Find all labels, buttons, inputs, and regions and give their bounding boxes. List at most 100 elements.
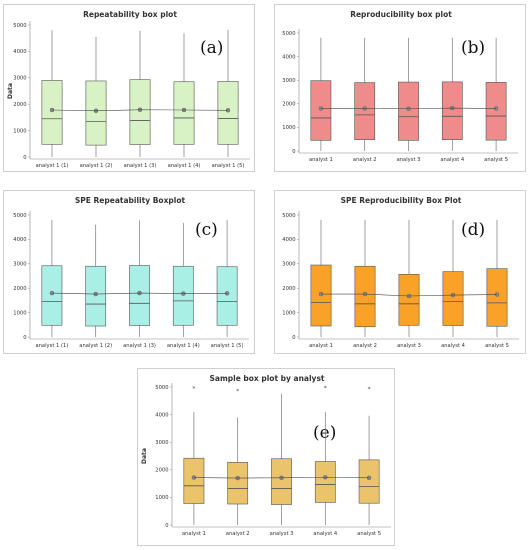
x-tick-label: analyst 2	[353, 157, 377, 163]
box	[314, 461, 336, 503]
chart-title: SPE Reproducibility Box Plot	[341, 196, 462, 205]
box	[398, 81, 419, 141]
panel-label: (b)	[461, 38, 485, 58]
y-tick-label: 4000	[13, 49, 26, 55]
box	[41, 80, 63, 145]
chart-title: SPE Repeatability Boxplot	[75, 196, 186, 205]
box	[354, 265, 376, 328]
y-tick-label: 0	[23, 335, 26, 341]
y-tick-label: 0	[292, 335, 295, 341]
x-tick-label: analyst 1	[182, 531, 206, 537]
box	[485, 82, 507, 141]
y-tick-label: 0	[292, 149, 295, 155]
y-tick-label: 1000	[13, 310, 26, 316]
x-tick-label: analyst 1	[309, 343, 333, 349]
chart-panel-e: Sample box plot by analyst (e) 0 1000 2000 30…	[137, 368, 395, 546]
y-tick-label: 1000	[282, 125, 295, 131]
box	[173, 81, 195, 145]
x-tick-label: analyst 1 (2)	[79, 343, 112, 349]
outlier-marker: *	[368, 386, 371, 393]
chart-title: Sample box plot by analyst	[209, 374, 324, 383]
y-tick-label: 4000	[155, 412, 168, 418]
panel-label: (a)	[200, 38, 223, 58]
box	[129, 79, 151, 145]
x-tick-label: analyst 1 (5)	[212, 163, 245, 169]
y-tick-label: 0	[165, 523, 168, 529]
box	[486, 268, 508, 327]
chart-title: Reproducibility box plot	[350, 10, 452, 19]
y-tick-label: 2000	[155, 468, 168, 474]
chart-panel-d: SPE Reproducibility Box Plot (d) 0 1000 2000…	[274, 190, 526, 354]
y-tick-label: 3000	[155, 440, 168, 446]
mean-connect-line	[51, 292, 228, 295]
x-tick-label: analyst 3	[397, 343, 421, 349]
outlier-marker: *	[236, 388, 239, 395]
x-tick-label: analyst 1 (2)	[80, 163, 113, 169]
box-plot-e: Sample box plot by analyst (e) 0 1000 2000 30…	[141, 374, 391, 537]
chart-panel-a: Repeatability box plot (a) 0 1000 2000 3000 40…	[3, 4, 255, 172]
y-tick-label: 3000	[13, 76, 26, 82]
chart-panel-c: SPE Repeatability Boxplot (c) 0 1000 2000 300…	[3, 190, 255, 354]
x-tick-label: analyst 1 (3)	[124, 163, 157, 169]
x-tick-label: analyst 1	[309, 157, 333, 163]
chart-title: Repeatability box plot	[83, 10, 177, 19]
x-tick-label: analyst 4	[441, 343, 466, 349]
panel-label: (e)	[313, 423, 336, 443]
box	[217, 81, 239, 145]
y-tick-label: 4000	[13, 237, 26, 243]
y-tick-label: 5000	[13, 213, 26, 219]
y-tick-label: 5000	[282, 31, 295, 37]
x-tick-label: analyst 2	[353, 343, 377, 349]
y-tick-label: 3000	[282, 78, 295, 84]
y-tick-label: 5000	[155, 385, 168, 391]
y-tick-label: 2000	[282, 102, 295, 108]
box-plot-d: SPE Reproducibility Box Plot (d) 0 1000 2000…	[282, 196, 519, 349]
x-tick-label: analyst 1 (1)	[36, 163, 69, 169]
box	[354, 82, 376, 140]
box	[216, 266, 238, 326]
y-tick-label: 5000	[13, 23, 26, 29]
box	[271, 458, 292, 505]
y-tick-label: 4000	[282, 54, 295, 60]
mean-connect-line	[321, 293, 498, 297]
y-tick-label: 3000	[282, 262, 295, 268]
x-tick-label: analyst 5	[484, 157, 508, 163]
y-tick-label: 4000	[282, 237, 295, 243]
mean-connect-line	[193, 476, 370, 479]
y-tick-label: 2000	[282, 286, 295, 292]
box	[129, 265, 150, 326]
box	[85, 80, 107, 146]
panel-label: (d)	[461, 220, 485, 240]
x-tick-label: analyst 2	[226, 531, 250, 537]
x-tick-label: analyst 1 (5)	[211, 343, 244, 349]
y-tick-label: 5000	[282, 213, 295, 219]
box	[441, 81, 463, 140]
x-tick-label: analyst 4	[313, 531, 338, 537]
x-tick-label: analyst 3	[270, 531, 294, 537]
box	[442, 271, 464, 326]
box-plot-c: SPE Repeatability Boxplot (c) 0 1000 2000 300…	[13, 196, 249, 349]
x-tick-label: analyst 4	[440, 157, 465, 163]
x-tick-label: analyst 1 (4)	[167, 343, 200, 349]
mean-connect-line	[320, 107, 497, 110]
y-tick-label: 0	[23, 155, 26, 161]
box-plot-b: Reproducibility box plot (b) 0 1000 2000 3000…	[282, 10, 518, 163]
mean-connect-line	[51, 109, 229, 112]
y-tick-label: 1000	[282, 310, 295, 316]
chart-panel-b: Reproducibility box plot (b) 0 1000 2000 3000…	[274, 4, 526, 172]
y-axis-label: Data	[141, 448, 148, 464]
box	[398, 273, 420, 326]
y-tick-label: 2000	[13, 286, 26, 292]
y-axis-label: Data	[7, 83, 14, 99]
box	[358, 459, 380, 504]
y-tick-label: 2000	[13, 102, 26, 108]
box	[227, 462, 249, 505]
box	[183, 457, 205, 504]
outlier-marker: *	[324, 385, 327, 392]
outlier-marker: *	[192, 385, 195, 392]
x-tick-label: analyst 1 (3)	[123, 343, 156, 349]
y-tick-label: 3000	[13, 262, 26, 268]
x-tick-label: analyst 3	[397, 157, 421, 163]
panel-label: (c)	[195, 220, 218, 240]
box	[41, 265, 63, 326]
